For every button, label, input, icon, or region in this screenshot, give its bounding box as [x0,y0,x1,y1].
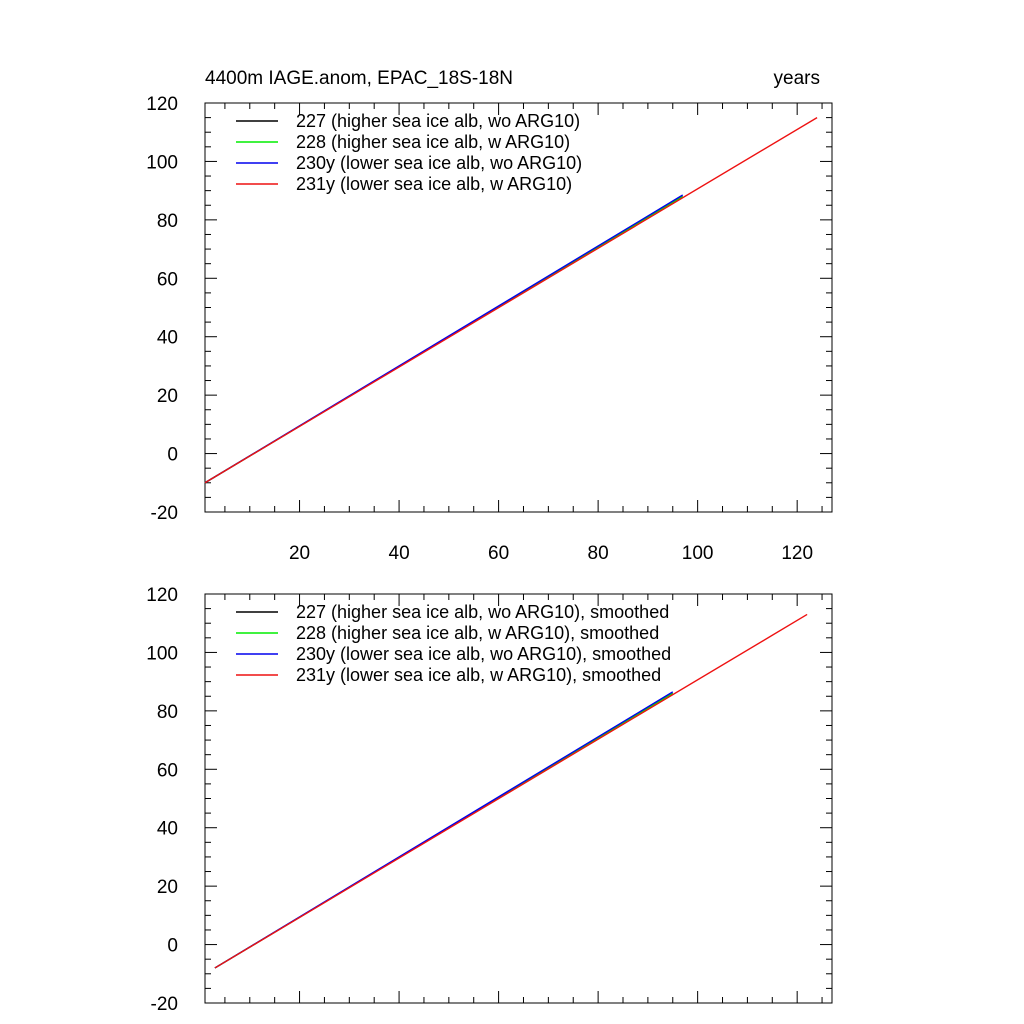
chart-title: 4400m IAGE.anom, EPAC_18S-18N [205,68,513,89]
y-tick-label: 60 [157,269,178,290]
y-tick-label: 40 [157,328,178,349]
y-tick-label: 60 [157,760,178,781]
panel-2: -20 0 20 40 60 80 100 120 227 (higher sea ice al… [146,585,833,1015]
y-tick-label: 100 [146,152,178,173]
legend: 227 (higher sea ice alb, wo ARG10)228 (h… [236,111,582,194]
y-tick-label: 100 [146,643,178,664]
x-tick-label: 80 [588,543,609,564]
x-tick-label: 20 [289,543,310,564]
legend: 227 (higher sea ice alb, wo ARG10), smoo… [236,602,671,685]
y-tick-label: 80 [157,702,178,723]
y-tick-label: 0 [167,445,178,466]
y-tick-label: 80 [157,211,178,232]
y-tick-label: -20 [151,503,178,524]
x-tick-label: 120 [781,543,813,564]
y-tick-label: -20 [151,994,178,1015]
y-tick-label: 0 [167,936,178,957]
legend-label-4: 231y (lower sea ice alb, w ARG10) [296,174,572,194]
y-tick-label: 20 [157,877,178,898]
legend-label-3: 230y (lower sea ice alb, wo ARG10) [296,153,582,173]
legend-label-3: 230y (lower sea ice alb, wo ARG10), smoo… [296,644,671,664]
x-tick-label: 40 [389,543,410,564]
y-tick-label: 120 [146,585,178,606]
legend-label-1: 227 (higher sea ice alb, wo ARG10) [296,111,580,131]
y-tick-label: 40 [157,819,178,840]
series-line-4 [204,117,818,484]
legend-label-4: 231y (lower sea ice alb, w ARG10), smoot… [296,665,661,685]
legend-label-1: 227 (higher sea ice alb, wo ARG10), smoo… [296,602,669,622]
x-tick-label: 100 [682,543,714,564]
panel-1: -20 0 20 40 60 80 100 120 20 40 60 80 100 120 4400m IA… [146,68,833,564]
series-line-4 [214,613,808,969]
legend-label-2: 228 (higher sea ice alb, w ARG10) [296,132,570,152]
legend-label-2: 228 (higher sea ice alb, w ARG10), smoot… [296,623,659,643]
units-label: years [774,68,820,89]
y-tick-label: 120 [146,94,178,115]
x-tick-label: 60 [488,543,509,564]
y-tick-label: 20 [157,386,178,407]
